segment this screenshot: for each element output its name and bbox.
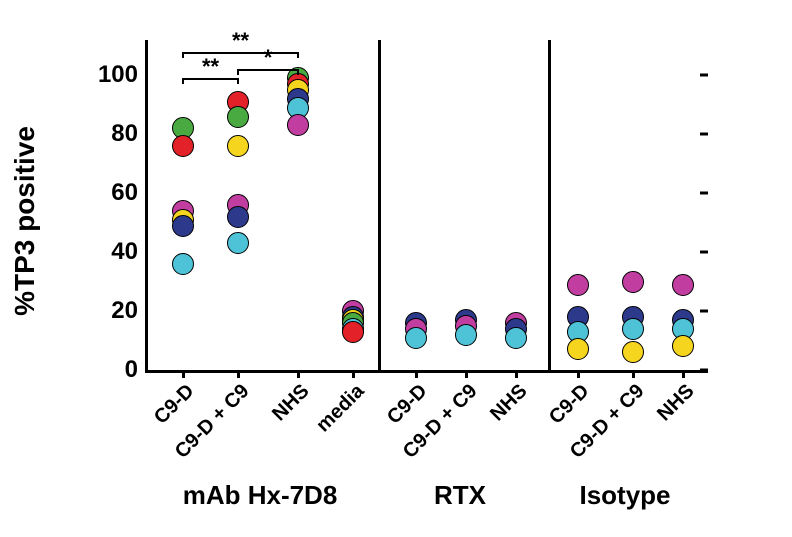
y-tick-mark bbox=[700, 74, 708, 77]
data-point bbox=[505, 327, 527, 349]
x-tick-mark bbox=[182, 370, 185, 378]
data-point bbox=[287, 114, 309, 136]
data-point bbox=[455, 324, 477, 346]
x-tick-mark bbox=[297, 370, 300, 378]
x-tick-mark bbox=[465, 370, 468, 378]
x-tick-mark bbox=[415, 370, 418, 378]
panel-divider bbox=[378, 40, 381, 370]
x-tick-mark bbox=[682, 370, 685, 378]
data-point bbox=[172, 253, 194, 275]
panel-divider bbox=[548, 40, 551, 370]
significance-tick bbox=[182, 52, 184, 58]
significance-tick bbox=[237, 78, 239, 84]
x-tick-mark bbox=[632, 370, 635, 378]
y-tick-mark bbox=[700, 310, 708, 313]
y-tick-label: 0 bbox=[125, 356, 148, 384]
plot-area: 020406080100C9-DC9-D + C9NHSmediaC9-DC9-… bbox=[145, 40, 708, 373]
y-tick-mark bbox=[700, 192, 708, 195]
y-tick-label: 60 bbox=[111, 179, 148, 207]
data-point bbox=[672, 335, 694, 357]
data-point bbox=[622, 341, 644, 363]
x-tick-label: NHS bbox=[268, 380, 314, 426]
group-label: mAb Hx-7D8 bbox=[183, 480, 338, 511]
x-tick-label: C9-D bbox=[545, 380, 594, 429]
x-tick-mark bbox=[237, 370, 240, 378]
y-axis-label: %TP3 positive bbox=[9, 56, 41, 386]
x-tick-label: NHS bbox=[653, 380, 699, 426]
data-point bbox=[342, 321, 364, 343]
data-point bbox=[622, 318, 644, 340]
y-tick-label: 80 bbox=[111, 120, 148, 148]
y-tick-mark bbox=[700, 133, 708, 136]
x-tick-label: NHS bbox=[486, 380, 532, 426]
y-tick-mark bbox=[700, 369, 708, 372]
y-tick-label: 20 bbox=[111, 297, 148, 325]
data-point bbox=[172, 215, 194, 237]
data-point bbox=[172, 135, 194, 157]
significance-tick bbox=[297, 69, 299, 75]
x-tick-mark bbox=[577, 370, 580, 378]
data-point bbox=[622, 271, 644, 293]
y-tick-label: 100 bbox=[98, 61, 148, 89]
data-point bbox=[227, 135, 249, 157]
significance-label: * bbox=[264, 45, 273, 71]
data-point bbox=[567, 338, 589, 360]
significance-label: ** bbox=[232, 28, 249, 54]
data-point bbox=[567, 274, 589, 296]
x-tick-mark bbox=[352, 370, 355, 378]
data-point bbox=[227, 106, 249, 128]
y-tick-label: 40 bbox=[111, 238, 148, 266]
data-point bbox=[405, 327, 427, 349]
chart-canvas: 020406080100C9-DC9-D + C9NHSmediaC9-DC9-… bbox=[0, 0, 792, 537]
x-tick-label: C9-D bbox=[150, 380, 199, 429]
data-point bbox=[672, 274, 694, 296]
significance-tick bbox=[297, 52, 299, 58]
x-tick-label: media bbox=[312, 380, 369, 437]
significance-tick bbox=[237, 69, 239, 75]
significance-tick bbox=[182, 78, 184, 84]
y-tick-mark bbox=[700, 251, 708, 254]
group-label: Isotype bbox=[579, 480, 670, 511]
significance-label: ** bbox=[202, 54, 219, 80]
group-label: RTX bbox=[434, 480, 486, 511]
x-tick-mark bbox=[515, 370, 518, 378]
data-point bbox=[227, 206, 249, 228]
data-point bbox=[227, 232, 249, 254]
